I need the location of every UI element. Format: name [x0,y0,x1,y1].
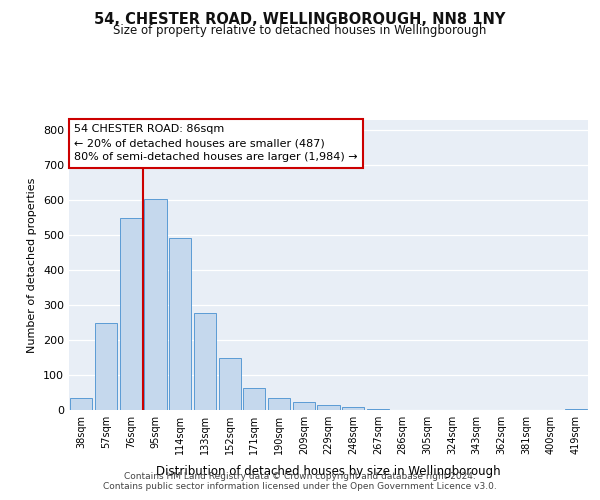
Bar [218,358,241,410]
Bar [194,313,216,410]
Text: 54 CHESTER ROAD: 86sqm
← 20% of detached houses are smaller (487)
80% of semi-de: 54 CHESTER ROAD: 86sqm ← 20% of detached… [74,124,358,162]
X-axis label: Distribution of detached houses by size in Wellingborough: Distribution of detached houses by size … [156,466,501,478]
Text: Size of property relative to detached houses in Wellingborough: Size of property relative to detached ho… [113,24,487,37]
Bar [243,388,265,410]
Text: Contains public sector information licensed under the Open Government Licence v3: Contains public sector information licen… [103,482,497,491]
Text: Contains HM Land Registry data © Crown copyright and database right 2024.: Contains HM Land Registry data © Crown c… [124,472,476,481]
Bar [268,398,290,410]
Bar [119,218,142,410]
Bar [169,238,191,410]
Text: 54, CHESTER ROAD, WELLINGBOROUGH, NN8 1NY: 54, CHESTER ROAD, WELLINGBOROUGH, NN8 1N… [94,12,506,28]
Bar [145,198,167,410]
Bar [70,398,92,410]
Y-axis label: Number of detached properties: Number of detached properties [28,178,37,352]
Bar [317,405,340,410]
Bar [367,409,389,410]
Bar [95,322,117,410]
Bar [342,406,364,410]
Bar [293,402,315,410]
